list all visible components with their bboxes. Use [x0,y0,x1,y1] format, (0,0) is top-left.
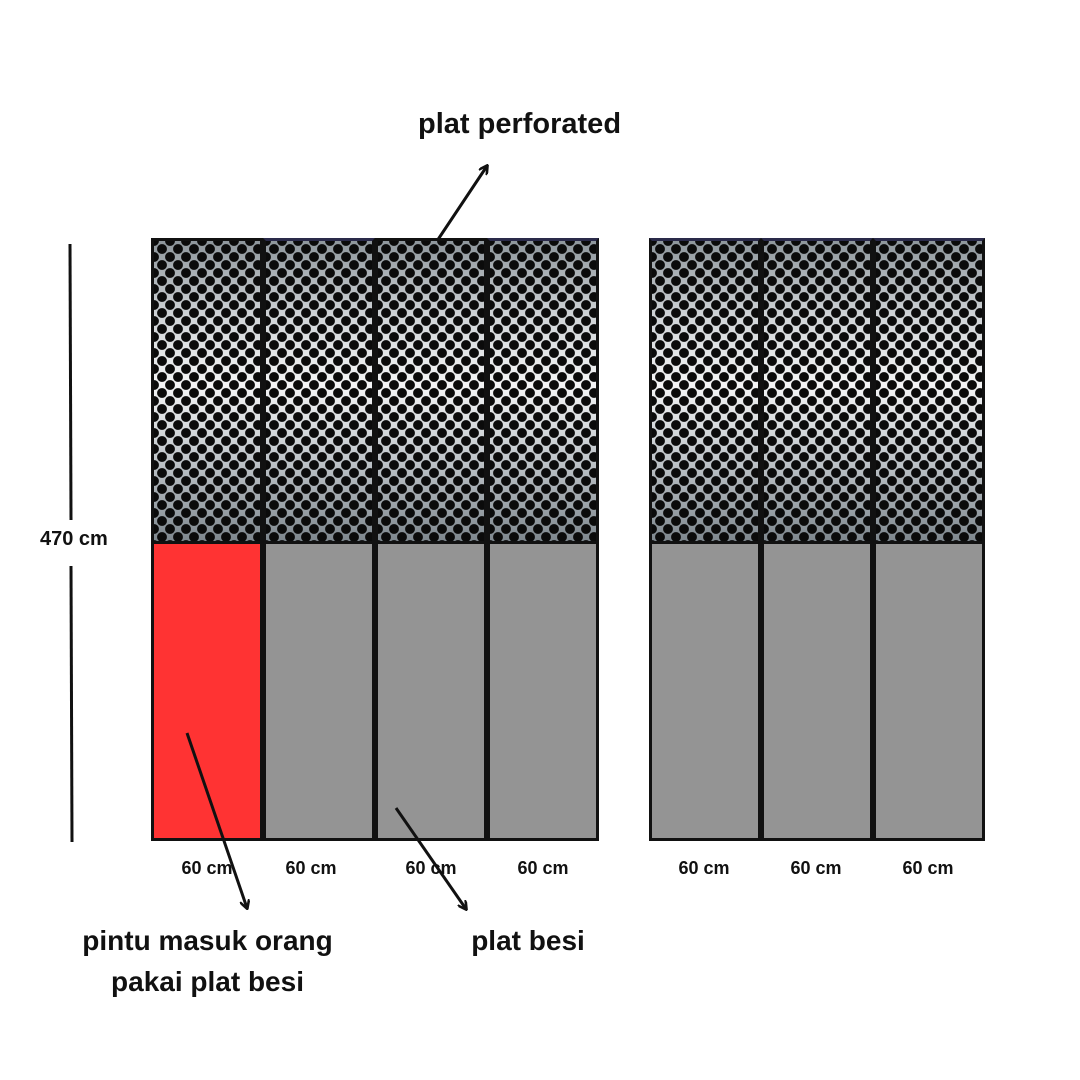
width-label-2: 60 cm [285,858,337,878]
door-label: pintu masuk orang pakai plat besi [60,920,355,1002]
width-label-5: 60 cm [678,858,730,878]
width-label-7: 60 cm [902,858,954,878]
steel-panel-7 [873,541,985,841]
perforated-arrow [435,166,487,242]
steel-panel-2 [263,541,375,841]
door-panel [151,541,263,841]
door-label-line-2: pakai plat besi [111,966,304,997]
steel-plate-label: plat besi [471,925,585,956]
perforated-plate-label: plat perforated [418,108,622,140]
perforated-panel-2 [263,238,375,544]
width-label-4: 60 cm [517,858,569,878]
height-dimension-line-upper [68,243,73,521]
width-label-1: 60 cm [181,858,233,878]
steel-panel-4 [487,541,599,841]
perforated-panel-1 [151,238,263,544]
door-label-line-1: pintu masuk orang [82,925,333,956]
height-dimension-line-lower [69,565,74,843]
height-label: 470 cm [40,528,108,551]
width-label-3: 60 cm [405,858,457,878]
steel-panel-5 [649,541,761,841]
perforated-panel-7 [873,238,985,544]
steel-panel-6 [761,541,873,841]
perforated-panel-5 [649,238,761,544]
steel-arrow [394,807,466,909]
door-arrow [185,732,247,908]
perforated-panel-4 [487,238,599,544]
steel-panel-3 [375,541,487,841]
width-label-6: 60 cm [790,858,842,878]
perforated-panel-6 [761,238,873,544]
